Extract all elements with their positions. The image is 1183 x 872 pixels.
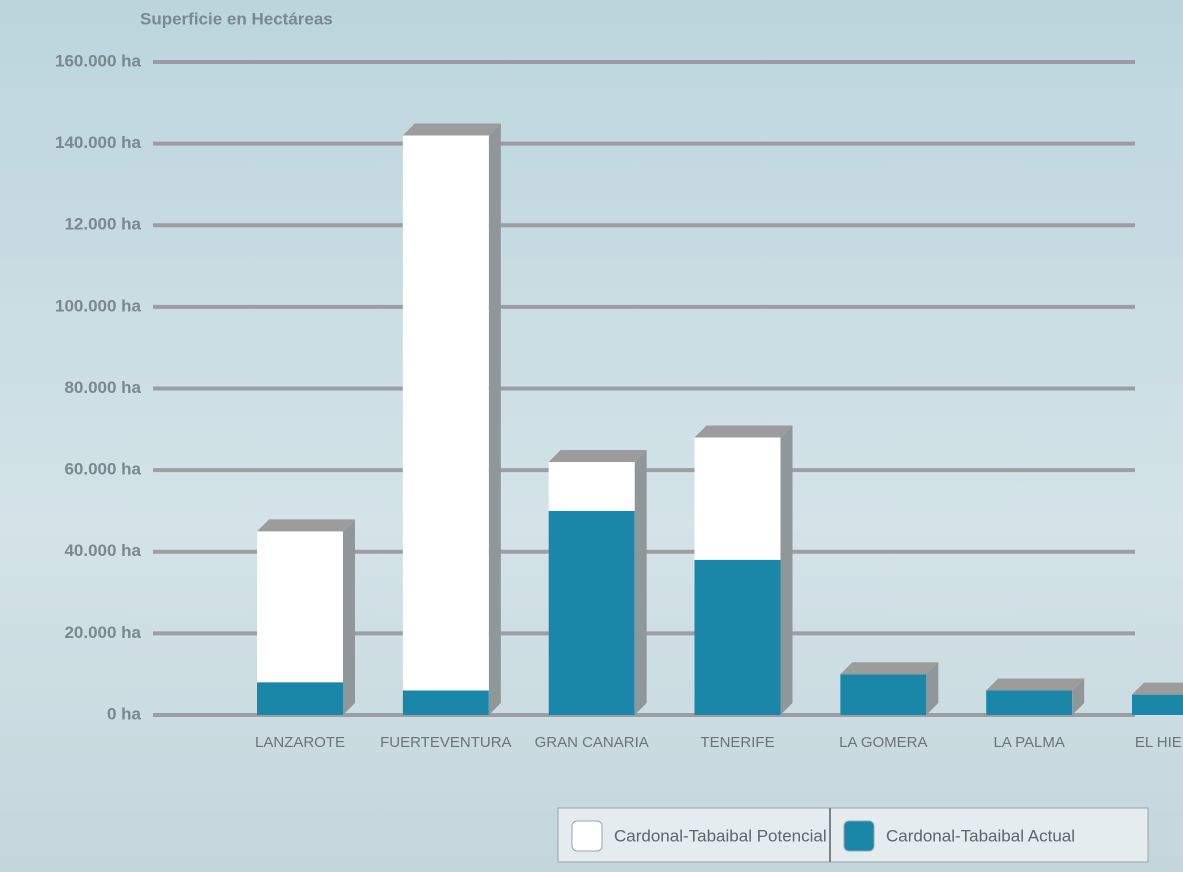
y-tick-label: 160.000 ha [55, 51, 142, 70]
bar-top [694, 425, 793, 438]
x-tick-label: LANZAROTE [255, 734, 345, 751]
y-tick-label: 20.000 ha [64, 623, 141, 642]
legend-label: Cardonal-Tabaibal Potencial [614, 826, 827, 845]
bar-top [257, 519, 355, 532]
y-tick-label: 80.000 ha [64, 378, 141, 397]
y-tick-label: 12.000 ha [64, 215, 141, 234]
bar-shadow [780, 425, 793, 715]
bar [840, 674, 927, 715]
bar [1132, 694, 1183, 715]
bar-shadow [634, 449, 647, 715]
bar-top [548, 449, 647, 462]
bar [694, 559, 781, 715]
bar-shadow [488, 123, 501, 715]
bar-shadow [343, 519, 355, 715]
x-tick-label: TENERIFE [700, 734, 774, 751]
bar-top [402, 123, 501, 136]
x-tick-label: EL HIERRO [1135, 734, 1183, 751]
y-tick-label: 40.000 ha [64, 541, 141, 560]
bar-top [840, 662, 939, 675]
legend-swatch [843, 820, 875, 852]
chart-title: Superficie en Hectáreas [140, 9, 333, 28]
bar-shadow [1072, 678, 1085, 715]
x-tick-label: LA PALMA [993, 734, 1064, 751]
bar [548, 510, 635, 715]
bar-shadow [926, 662, 939, 715]
x-tick-label: FUERTEVENTURA [380, 734, 511, 751]
bar [402, 135, 489, 715]
bar-top [986, 678, 1085, 691]
legend-label: Cardonal-Tabaibal Actual [886, 826, 1075, 845]
y-tick-label: 60.000 ha [64, 460, 141, 479]
bar [402, 690, 489, 715]
y-tick-label: 100.000 ha [55, 296, 142, 315]
y-tick-label: 140.000 ha [55, 133, 142, 152]
bar [257, 682, 343, 715]
legend-swatch [571, 820, 603, 852]
x-tick-label: LA GOMERA [839, 734, 927, 751]
bar [986, 690, 1073, 715]
bar-top [1132, 682, 1183, 695]
x-tick-label: GRAN CANARIA [535, 734, 649, 751]
y-tick-label: 0 ha [107, 704, 142, 723]
